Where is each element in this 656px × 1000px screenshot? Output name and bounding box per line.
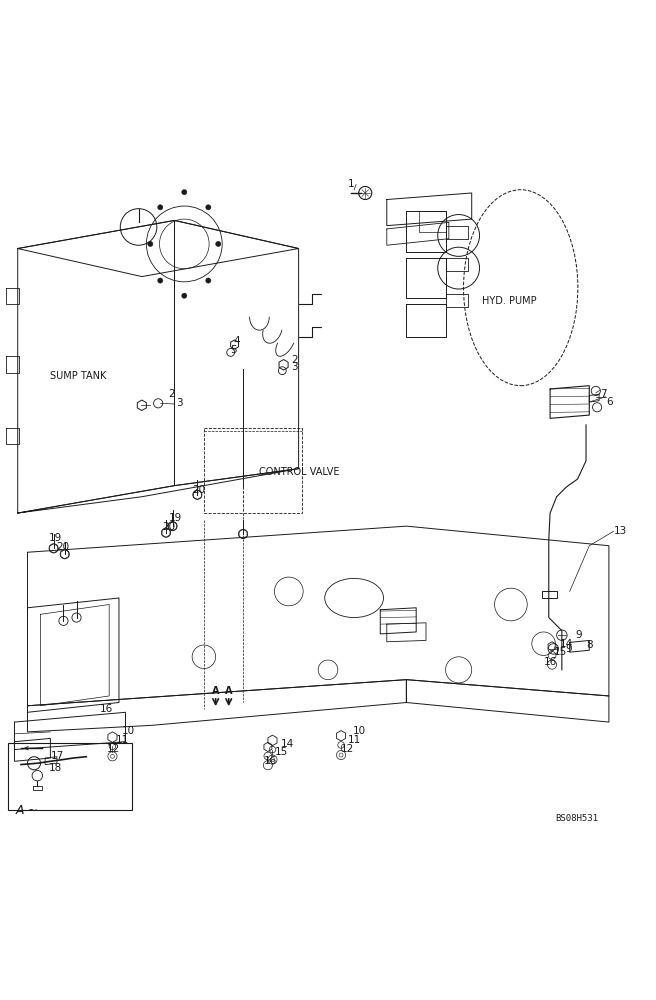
Text: 19: 19: [49, 533, 62, 543]
Text: CONTROL VALVE: CONTROL VALVE: [259, 467, 340, 477]
Text: A: A: [225, 686, 232, 696]
Text: HYD. PUMP: HYD. PUMP: [482, 296, 536, 306]
Text: 19: 19: [169, 513, 182, 523]
Text: 17: 17: [51, 751, 64, 761]
Circle shape: [206, 205, 211, 210]
Text: 13: 13: [613, 526, 626, 536]
Text: 2: 2: [291, 355, 297, 365]
Text: 11: 11: [348, 735, 361, 745]
Text: 12: 12: [107, 744, 121, 754]
Text: 20: 20: [163, 522, 176, 532]
Text: 20: 20: [56, 542, 70, 552]
Circle shape: [148, 241, 153, 247]
Text: 10: 10: [353, 726, 366, 736]
Text: 11: 11: [115, 735, 129, 745]
Text: 16: 16: [99, 704, 113, 714]
Text: 14: 14: [560, 639, 573, 649]
Text: 1: 1: [348, 179, 354, 189]
Text: 18: 18: [49, 763, 62, 773]
Text: 7: 7: [600, 389, 606, 399]
Text: 16: 16: [544, 657, 557, 667]
Circle shape: [157, 205, 163, 210]
Text: 3: 3: [176, 398, 183, 408]
Circle shape: [206, 278, 211, 283]
Circle shape: [216, 241, 221, 247]
Text: 5: 5: [230, 345, 237, 355]
Circle shape: [157, 278, 163, 283]
Text: 4: 4: [234, 336, 240, 346]
Text: 16: 16: [264, 756, 277, 766]
Text: SUMP TANK: SUMP TANK: [51, 371, 107, 381]
Text: 8: 8: [586, 640, 592, 650]
Text: 10: 10: [122, 726, 135, 736]
Text: 12: 12: [341, 744, 354, 754]
Text: 3: 3: [291, 362, 297, 372]
Text: A: A: [212, 686, 219, 696]
Text: 14: 14: [281, 739, 295, 749]
Text: 20: 20: [192, 485, 205, 495]
Text: BS08H531: BS08H531: [556, 814, 598, 823]
Text: 15: 15: [274, 747, 288, 757]
Text: 9: 9: [575, 630, 581, 640]
Text: 2: 2: [168, 389, 174, 399]
Circle shape: [182, 190, 187, 195]
Bar: [8, 743, 132, 810]
Text: 9: 9: [565, 644, 572, 654]
Text: 6: 6: [606, 397, 613, 407]
Text: A ~: A ~: [16, 804, 39, 817]
Text: 15: 15: [554, 647, 567, 657]
Circle shape: [182, 293, 187, 298]
